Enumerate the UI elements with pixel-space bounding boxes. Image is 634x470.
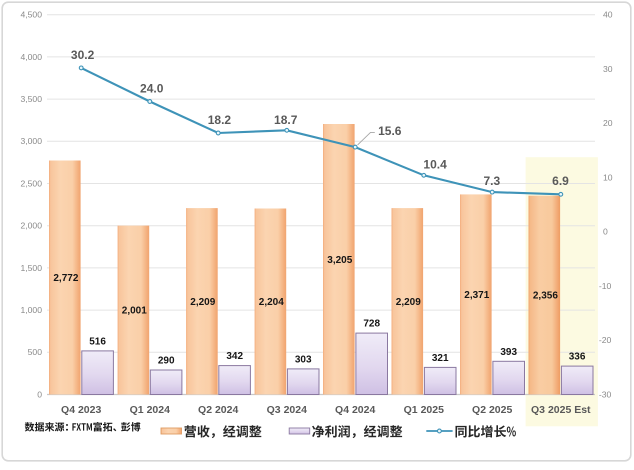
svg-text:Q4 2024: Q4 2024 xyxy=(335,404,375,416)
svg-text:393: 393 xyxy=(500,347,517,358)
svg-text:3,000: 3,000 xyxy=(20,136,42,146)
svg-text:Q3 2025 Est: Q3 2025 Est xyxy=(531,404,591,416)
svg-text:2,204: 2,204 xyxy=(259,297,284,308)
svg-text:Q2 2024: Q2 2024 xyxy=(198,404,238,416)
svg-text:2,500: 2,500 xyxy=(20,178,42,188)
svg-text:290: 290 xyxy=(158,356,175,367)
svg-text:2,000: 2,000 xyxy=(20,221,42,231)
svg-text:0: 0 xyxy=(603,227,608,237)
svg-text:-10: -10 xyxy=(599,281,612,291)
svg-text:2,371: 2,371 xyxy=(464,290,489,301)
svg-text:Q2 2025: Q2 2025 xyxy=(472,404,512,416)
svg-text:2,209: 2,209 xyxy=(396,297,421,308)
svg-text:-30: -30 xyxy=(599,389,612,399)
svg-text:321: 321 xyxy=(432,353,449,364)
svg-text:Q3 2024: Q3 2024 xyxy=(267,404,307,416)
svg-text:336: 336 xyxy=(569,352,586,363)
svg-text:-20: -20 xyxy=(599,335,612,345)
svg-text:2,001: 2,001 xyxy=(122,306,147,317)
svg-text:20: 20 xyxy=(603,118,613,128)
svg-text:24.0: 24.0 xyxy=(140,81,164,95)
svg-text:18.2: 18.2 xyxy=(208,113,232,127)
svg-text:10: 10 xyxy=(603,172,613,182)
svg-text:728: 728 xyxy=(363,319,380,330)
svg-text:303: 303 xyxy=(295,355,312,366)
svg-text:2,209: 2,209 xyxy=(190,297,215,308)
svg-text:3,500: 3,500 xyxy=(20,94,42,104)
svg-text:3,205: 3,205 xyxy=(327,255,352,266)
svg-text:6.9: 6.9 xyxy=(552,174,569,188)
svg-text:342: 342 xyxy=(226,351,243,362)
svg-text:516: 516 xyxy=(89,337,106,348)
svg-text:Q4 2023: Q4 2023 xyxy=(61,404,101,416)
svg-text:30.2: 30.2 xyxy=(71,48,95,62)
svg-text:1,000: 1,000 xyxy=(20,305,42,315)
svg-text:1,500: 1,500 xyxy=(20,263,42,273)
svg-text:30: 30 xyxy=(603,64,613,74)
svg-text:7.3: 7.3 xyxy=(483,174,500,188)
svg-text:15.6: 15.6 xyxy=(378,124,402,138)
svg-text:4,000: 4,000 xyxy=(20,52,42,62)
svg-text:4,500: 4,500 xyxy=(20,10,42,20)
svg-text:Q1 2025: Q1 2025 xyxy=(404,404,444,416)
svg-text:10.4: 10.4 xyxy=(423,158,447,172)
svg-text:500: 500 xyxy=(28,347,43,357)
svg-text:0: 0 xyxy=(37,389,42,399)
svg-text:Q1 2024: Q1 2024 xyxy=(130,404,170,416)
svg-text:40: 40 xyxy=(603,10,613,20)
svg-text:2,772: 2,772 xyxy=(53,273,78,284)
svg-text:2,356: 2,356 xyxy=(533,291,558,302)
svg-text:18.7: 18.7 xyxy=(274,113,298,127)
